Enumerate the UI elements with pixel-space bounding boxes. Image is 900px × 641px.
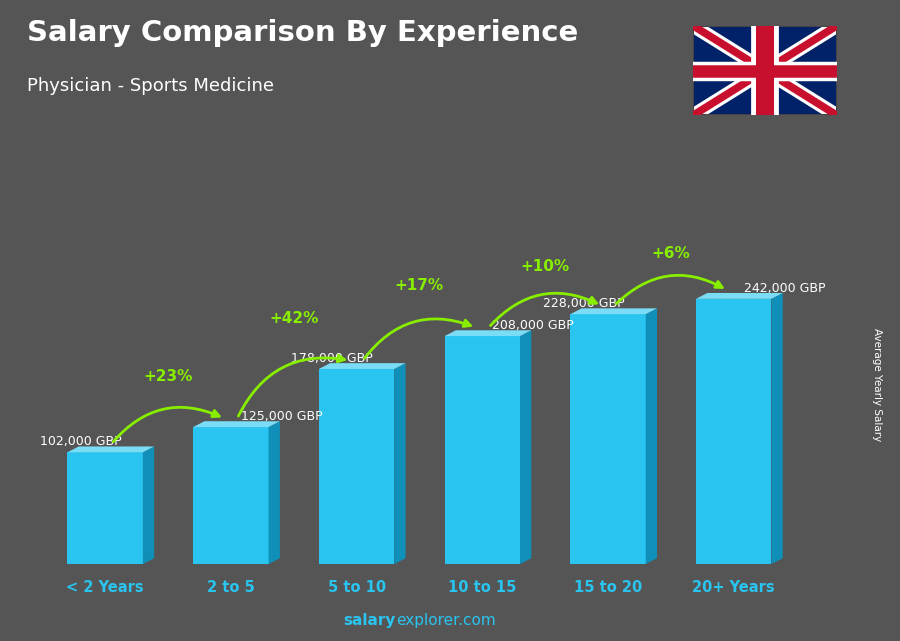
Text: 102,000 GBP: 102,000 GBP xyxy=(40,435,122,448)
Text: 125,000 GBP: 125,000 GBP xyxy=(241,410,322,423)
Text: 228,000 GBP: 228,000 GBP xyxy=(543,297,625,310)
Bar xyxy=(194,427,268,564)
Bar xyxy=(571,314,645,564)
Text: 20+ Years: 20+ Years xyxy=(692,580,775,595)
Bar xyxy=(319,369,394,564)
Text: Average Yearly Salary: Average Yearly Salary xyxy=(872,328,883,441)
Text: +17%: +17% xyxy=(395,278,444,293)
Text: 15 to 20: 15 to 20 xyxy=(574,580,642,595)
Polygon shape xyxy=(68,446,154,453)
Polygon shape xyxy=(445,330,531,336)
Text: salary: salary xyxy=(344,613,396,628)
Bar xyxy=(445,336,520,564)
Polygon shape xyxy=(394,363,406,564)
Text: +10%: +10% xyxy=(520,259,570,274)
Text: 242,000 GBP: 242,000 GBP xyxy=(743,282,825,295)
Text: 5 to 10: 5 to 10 xyxy=(328,580,385,595)
Polygon shape xyxy=(696,293,783,299)
Polygon shape xyxy=(319,363,406,369)
Text: +23%: +23% xyxy=(143,369,193,384)
Bar xyxy=(696,299,771,564)
Text: 10 to 15: 10 to 15 xyxy=(448,580,517,595)
Text: +42%: +42% xyxy=(269,311,319,326)
Bar xyxy=(68,453,143,564)
Polygon shape xyxy=(143,446,154,564)
Text: 178,000 GBP: 178,000 GBP xyxy=(292,352,373,365)
Text: < 2 Years: < 2 Years xyxy=(67,580,144,595)
Text: explorer.com: explorer.com xyxy=(396,613,496,628)
Polygon shape xyxy=(194,421,280,427)
Polygon shape xyxy=(771,293,783,564)
Text: Physician - Sports Medicine: Physician - Sports Medicine xyxy=(27,77,274,95)
Polygon shape xyxy=(520,330,531,564)
Text: 208,000 GBP: 208,000 GBP xyxy=(492,319,574,332)
Polygon shape xyxy=(645,308,657,564)
Polygon shape xyxy=(571,308,657,314)
Text: 2 to 5: 2 to 5 xyxy=(207,580,255,595)
Polygon shape xyxy=(268,421,280,564)
Text: +6%: +6% xyxy=(652,246,690,261)
Text: Salary Comparison By Experience: Salary Comparison By Experience xyxy=(27,19,578,47)
